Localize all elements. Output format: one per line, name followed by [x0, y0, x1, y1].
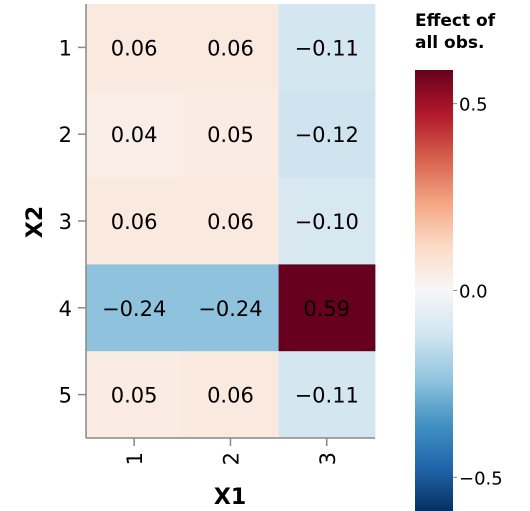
heatmap-cell — [182, 90, 280, 179]
cell-value-label: 0.06 — [207, 36, 254, 60]
x-axis-title: X1 — [214, 485, 246, 510]
y-tick-label: 4 — [59, 297, 72, 321]
heatmap-cell — [86, 4, 183, 92]
cell-value-label: −0.24 — [198, 297, 262, 321]
cell-value-label: 0.06 — [207, 210, 254, 234]
heatmap-cell — [182, 177, 280, 265]
cell-value-label: 0.06 — [111, 36, 158, 60]
y-tick-label: 1 — [59, 36, 72, 60]
heatmap-cell — [278, 90, 376, 179]
cell-value-label: −0.12 — [295, 123, 359, 147]
cell-value-label: −0.10 — [295, 210, 359, 234]
legend-tick-label: 0.5 — [459, 95, 488, 116]
heatmap-cells — [86, 4, 376, 439]
heatmap-cell — [86, 177, 183, 265]
heatmap-cell — [182, 4, 280, 92]
x-tick-label: 3 — [316, 452, 340, 465]
colorbar — [415, 70, 453, 511]
x-tick-label: 1 — [123, 452, 147, 465]
heatmap-cell — [278, 177, 376, 265]
heatmap-cell-labels: 0.06 0.06 −0.11 0.04 0.05 −0.12 0.06 0.06 −0.10 −… — [102, 36, 359, 407]
x-axis-ticks: 1 2 3 — [123, 438, 340, 465]
heatmap-cell — [278, 264, 376, 352]
legend-tick-label: 0.0 — [459, 282, 488, 303]
legend-tick-label: −0.5 — [459, 468, 503, 489]
heatmap-cell — [182, 351, 280, 439]
legend-ticks: 0.5 0.0 −0.5 — [453, 95, 503, 489]
heatmap-cell — [182, 264, 280, 352]
cell-value-label: 0.04 — [111, 123, 158, 147]
heatmap-cell — [86, 90, 183, 179]
y-tick-label: 3 — [59, 210, 72, 234]
cell-value-label: 0.59 — [303, 297, 350, 321]
heatmap-cell — [86, 351, 183, 439]
y-axis-ticks: 1 2 3 4 5 — [59, 36, 86, 408]
heatmap-cell — [278, 4, 376, 92]
cell-value-label: 0.06 — [111, 210, 158, 234]
legend-title-line-1: Effect of — [415, 11, 496, 31]
cell-value-label: −0.11 — [295, 384, 359, 408]
x-tick-label: 2 — [219, 452, 243, 465]
y-tick-label: 5 — [59, 384, 72, 408]
y-axis-title: X2 — [23, 206, 48, 238]
y-tick-label: 2 — [59, 123, 72, 147]
cell-value-label: 0.05 — [207, 123, 254, 147]
cell-value-label: −0.24 — [102, 297, 166, 321]
cell-value-label: −0.11 — [295, 36, 359, 60]
heatmap-cell — [278, 351, 376, 439]
cell-value-label: 0.05 — [111, 384, 158, 408]
heatmap-cell — [86, 264, 183, 352]
legend-title-line-2: all obs. — [415, 33, 484, 53]
color-legend: Effect of all obs. 0.5 0.0 −0.5 — [415, 11, 503, 511]
cell-value-label: 0.06 — [207, 384, 254, 408]
